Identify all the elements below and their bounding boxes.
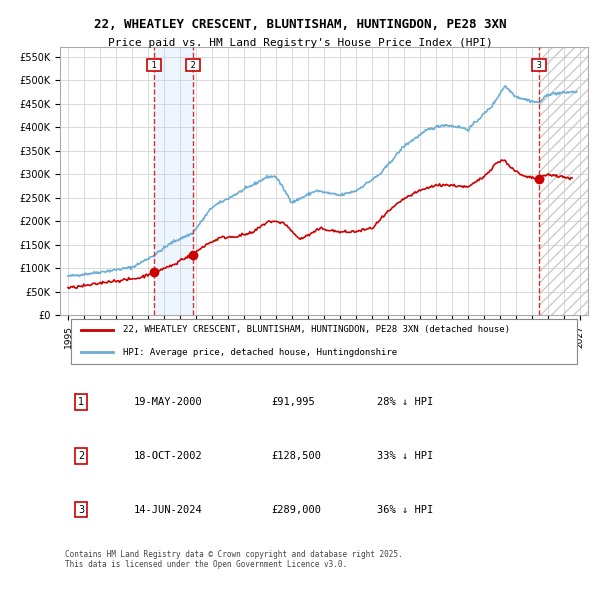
Text: 2: 2 (78, 451, 84, 461)
Text: 19-MAY-2000: 19-MAY-2000 (134, 397, 203, 407)
Bar (154, 47, 193, 316)
Text: 36% ↓ HPI: 36% ↓ HPI (377, 504, 433, 514)
FancyBboxPatch shape (71, 319, 577, 364)
Text: 22, WHEATLEY CRESCENT, BLUNTISHAM, HUNTINGDON, PE28 3XN: 22, WHEATLEY CRESCENT, BLUNTISHAM, HUNTI… (94, 18, 506, 31)
Bar (539, 47, 588, 316)
Text: 33% ↓ HPI: 33% ↓ HPI (377, 451, 433, 461)
Text: 3: 3 (534, 61, 545, 70)
Text: 18-OCT-2002: 18-OCT-2002 (134, 451, 203, 461)
Bar (539, 47, 588, 316)
Text: HPI: Average price, detached house, Huntingdonshire: HPI: Average price, detached house, Hunt… (124, 348, 397, 357)
Text: Contains HM Land Registry data © Crown copyright and database right 2025.
This d: Contains HM Land Registry data © Crown c… (65, 550, 403, 569)
Text: Price paid vs. HM Land Registry's House Price Index (HPI): Price paid vs. HM Land Registry's House … (107, 38, 493, 48)
Text: 22, WHEATLEY CRESCENT, BLUNTISHAM, HUNTINGDON, PE28 3XN (detached house): 22, WHEATLEY CRESCENT, BLUNTISHAM, HUNTI… (124, 325, 511, 334)
Text: 14-JUN-2024: 14-JUN-2024 (134, 504, 203, 514)
Text: 28% ↓ HPI: 28% ↓ HPI (377, 397, 433, 407)
Text: 1: 1 (149, 61, 160, 70)
Text: £91,995: £91,995 (271, 397, 315, 407)
Text: 3: 3 (78, 504, 84, 514)
Text: 2: 2 (188, 61, 198, 70)
Text: £128,500: £128,500 (271, 451, 321, 461)
Text: £289,000: £289,000 (271, 504, 321, 514)
Text: 1: 1 (78, 397, 84, 407)
